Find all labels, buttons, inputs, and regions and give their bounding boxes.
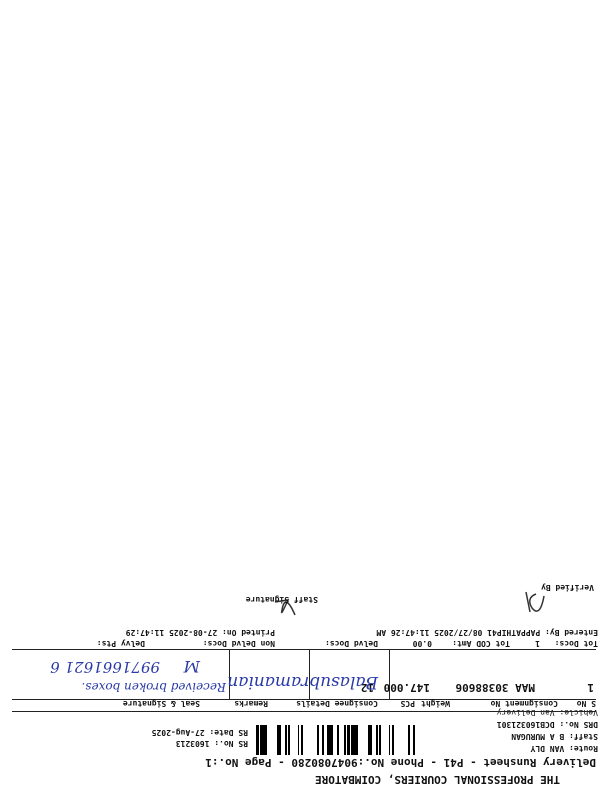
handwritten-phone: 9971661621 6 xyxy=(50,658,160,676)
bar-stripe xyxy=(256,725,259,755)
th: Seal & Signature xyxy=(122,699,200,708)
summary: Tot Docs: xyxy=(554,639,598,648)
drs-no: DRS No.: DCB160321301 xyxy=(496,720,598,729)
entered-by: Entered By: PAPPATHIP41 08/27/2025 11:47… xyxy=(376,628,598,637)
bar-stripe xyxy=(347,725,350,755)
subtitle: Delivery Runsheet - P41 - Phone No.:9047… xyxy=(205,756,596,769)
summary: Non Delvd Docs: xyxy=(202,639,275,648)
th: Consignee Details xyxy=(296,699,378,708)
bar-stripe xyxy=(376,725,378,755)
rs-no: RS No.: 1603213 xyxy=(175,739,248,748)
bar-stripe xyxy=(356,725,358,755)
bar-stripe xyxy=(368,725,371,755)
th: S No xyxy=(576,699,596,708)
handwritten-remark: Received broken boxes. xyxy=(81,680,226,694)
bar-stripe xyxy=(392,725,393,755)
bar-stripe xyxy=(322,725,324,755)
bar-stripe xyxy=(330,725,331,755)
cell: MAA 30388606 xyxy=(455,681,535,694)
bar-stripe xyxy=(288,725,290,755)
summary: Delvy Pts: xyxy=(96,639,145,648)
barcode xyxy=(256,725,415,755)
cell: 147.000 xyxy=(383,681,430,694)
bar-stripe xyxy=(328,725,330,755)
bar-stripe xyxy=(327,725,328,755)
bar-stripe xyxy=(344,725,346,755)
summary: Delvd Docs: xyxy=(325,639,378,648)
signature-scribble xyxy=(274,599,296,616)
bar-stripe xyxy=(413,725,415,755)
printed-on: Printed On: 27-08-2025 11:47:29 xyxy=(125,628,275,637)
bar-stripe xyxy=(317,725,319,755)
summary: 0.00 xyxy=(412,639,432,648)
bar-stripe xyxy=(280,725,281,755)
bar-stripe xyxy=(302,725,303,755)
th: Weight xyxy=(421,699,450,708)
scribble xyxy=(274,599,296,616)
bar-stripe xyxy=(408,725,410,755)
bar-stripe xyxy=(285,725,287,755)
rs-date: RS Date: 27-Aug-2025 xyxy=(151,728,248,737)
bar-stripe xyxy=(265,725,267,755)
route: Route: VAN DLY xyxy=(530,744,598,753)
summary: 1 xyxy=(535,639,540,648)
bar-stripe xyxy=(389,725,390,755)
title: THE PROFESSIONAL COURIERS, COIMBATORE xyxy=(314,773,560,786)
th: Consignment No xyxy=(490,699,558,708)
handwritten-name: Balasubramanian xyxy=(227,672,378,692)
rule xyxy=(12,711,596,712)
bar-stripe xyxy=(301,725,302,755)
bar-stripe xyxy=(393,725,394,755)
bar-stripe xyxy=(277,725,280,755)
bar-stripe xyxy=(263,725,265,755)
bar-stripe xyxy=(354,725,356,755)
bar-stripe xyxy=(260,725,263,755)
verify-scribble xyxy=(525,591,545,613)
bar-stripe xyxy=(332,725,333,755)
bar-stripe xyxy=(331,725,332,755)
rule xyxy=(12,649,596,650)
staff: Staff: B A MURUGAN xyxy=(511,732,598,741)
bar-stripe xyxy=(351,725,354,755)
th: PCS xyxy=(400,699,415,708)
bar-stripe xyxy=(337,725,339,755)
bar-stripe xyxy=(298,725,299,755)
th: Remarks xyxy=(234,699,268,708)
handwritten-sign: M xyxy=(183,657,200,676)
summary: Tot COD Amt: xyxy=(452,639,510,648)
vehicle: Vehicle: Van Delivery xyxy=(496,708,598,717)
cell: 1 xyxy=(587,681,594,694)
bar-stripe xyxy=(371,725,372,755)
scribble xyxy=(525,591,545,613)
bar-stripe xyxy=(379,725,381,755)
staff-signature: Staff Signature xyxy=(245,595,318,604)
verified-by: Verified By xyxy=(541,583,594,592)
